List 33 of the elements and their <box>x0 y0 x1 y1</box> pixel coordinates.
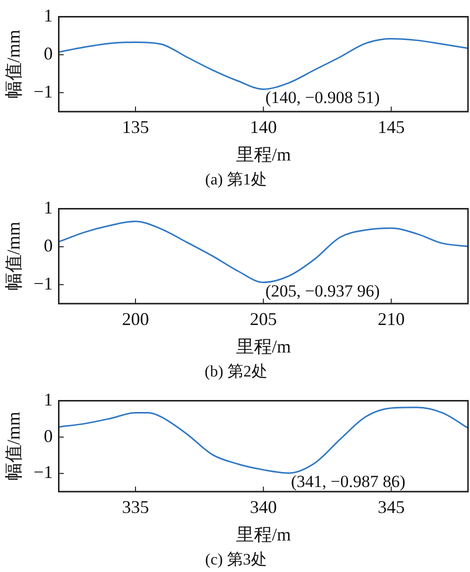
text: (c) 第3处 <box>205 550 267 569</box>
y-tick-label: 1 <box>44 390 53 410</box>
x-tick-label: 345 <box>378 497 405 518</box>
line-series <box>58 406 468 474</box>
y-axis-title: 幅值/mm <box>4 412 24 481</box>
y-tick-label: −1 <box>34 273 53 294</box>
annotation: (341, −0.987 86) <box>290 472 406 491</box>
x-tick-label: 135 <box>122 117 149 138</box>
line-series <box>58 220 468 284</box>
line-series <box>58 38 468 90</box>
y-axis-title: 幅值/mm <box>4 222 24 291</box>
x-tick-label: 340 <box>250 497 277 518</box>
x-tick-label: 210 <box>378 309 405 330</box>
y-tick-label: 1 <box>44 198 53 218</box>
x-tick-label: 145 <box>378 117 405 138</box>
x-tick-label: 140 <box>250 117 277 138</box>
y-tick-label: −1 <box>34 81 53 102</box>
annotation: (140, −0.908 51) <box>265 88 380 108</box>
x-axis-title: 里程/m <box>236 144 291 165</box>
y-tick-label: 1 <box>44 6 53 26</box>
y-tick-label: 0 <box>44 426 53 446</box>
x-tick-label: 205 <box>250 309 277 330</box>
x-axis-title: 里程/m <box>236 336 291 357</box>
x-tick-label: 200 <box>122 309 149 330</box>
x-axis-title: 里程/m <box>236 524 291 545</box>
annotation: (205, −0.937 96) <box>265 281 380 300</box>
y-tick-label: −1 <box>34 462 53 482</box>
x-tick-label: 335 <box>122 497 149 518</box>
y-tick-label: 0 <box>44 235 53 256</box>
y-axis-title: 幅值/mm <box>4 30 24 99</box>
y-tick-label: 0 <box>44 43 53 64</box>
text: (a) 第1处 <box>205 170 267 189</box>
text: (b) 第2处 <box>204 362 268 381</box>
